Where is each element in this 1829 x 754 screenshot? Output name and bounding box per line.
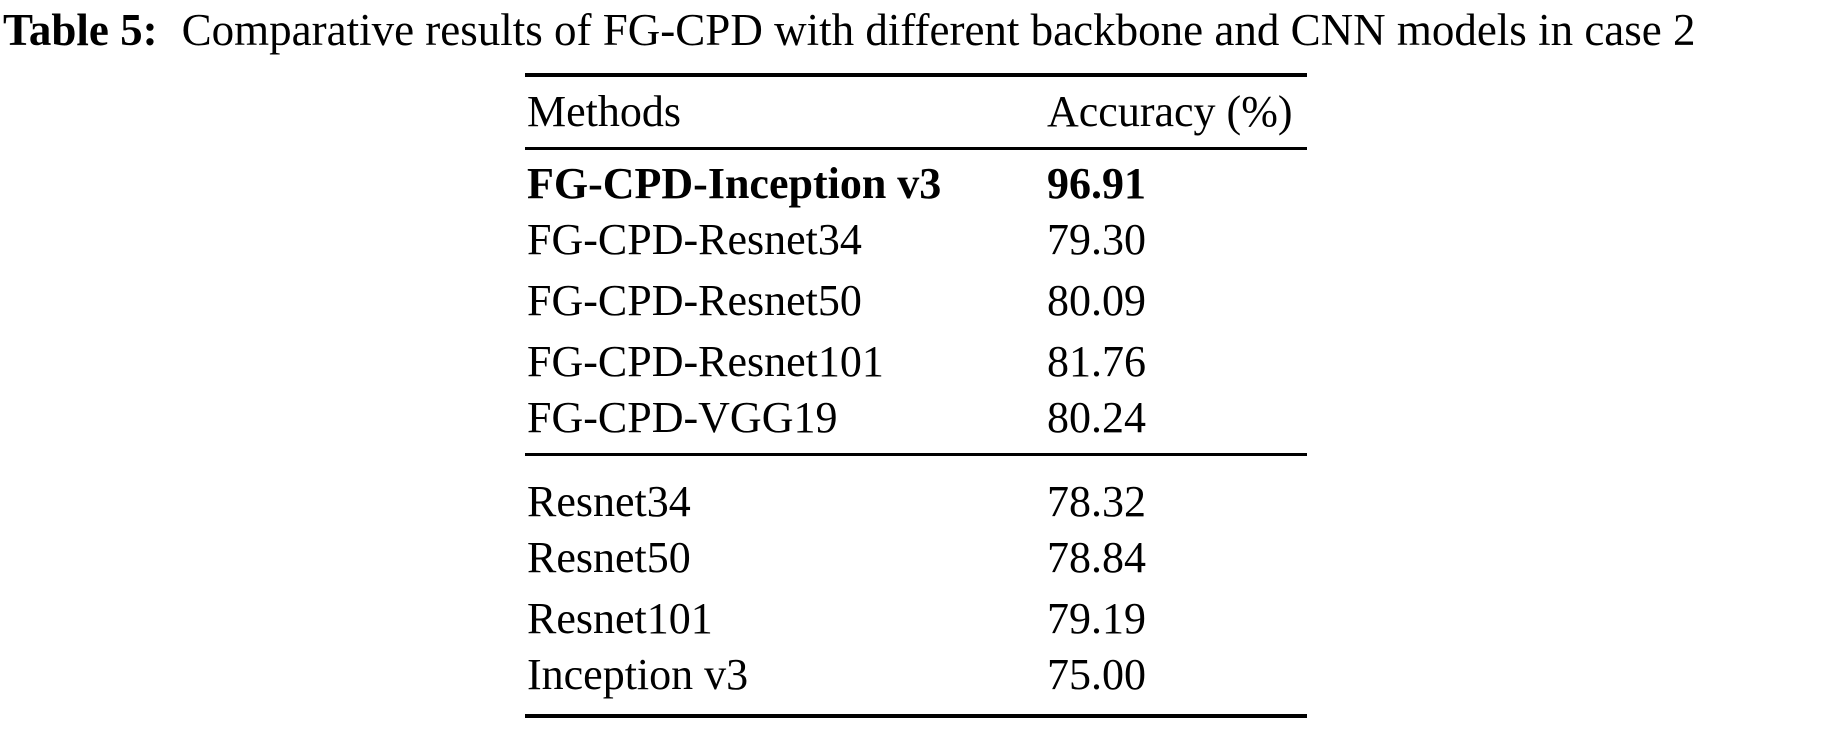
table-row: Inception v3 75.00 xyxy=(525,649,1307,716)
table-caption: Table 5: Comparative results of FG-CPD wi… xyxy=(3,2,1829,58)
accuracy-cell: 78.84 xyxy=(1047,533,1146,582)
method-cell: FG-CPD-Resnet34 xyxy=(527,215,862,264)
table-row: Resnet34 78.32 xyxy=(525,455,1307,528)
method-cell: Resnet50 xyxy=(527,533,691,582)
accuracy-cell: 96.91 xyxy=(1047,158,1146,208)
method-cell: FG-CPD-VGG19 xyxy=(527,393,838,442)
method-cell: Resnet101 xyxy=(527,594,713,643)
method-cell: FG-CPD-Resnet101 xyxy=(527,337,884,386)
accuracy-cell: 78.32 xyxy=(1047,477,1146,526)
table-row: FG-CPD-Inception v3 96.91 xyxy=(525,148,1307,209)
accuracy-cell: 79.19 xyxy=(1047,594,1146,643)
table-row: Resnet101 79.19 xyxy=(525,588,1307,649)
table-row: Resnet50 78.84 xyxy=(525,527,1307,588)
accuracy-cell: 79.30 xyxy=(1047,215,1146,264)
accuracy-cell: 80.09 xyxy=(1047,276,1146,325)
accuracy-cell: 80.24 xyxy=(1047,393,1146,442)
column-header-methods: Methods xyxy=(527,87,681,137)
results-table-header: Methods Accuracy (%) xyxy=(525,75,1307,148)
table-caption-text: Comparative results of FG-CPD with diffe… xyxy=(181,5,1696,55)
header-row: Methods Accuracy (%) xyxy=(525,75,1307,148)
method-cell: FG-CPD-Resnet50 xyxy=(527,276,862,325)
table-group-fgcpd: FG-CPD-Inception v3 96.91 FG-CPD-Resnet3… xyxy=(525,148,1307,455)
table-group-cnn: Resnet34 78.32 Resnet50 78.84 Resnet101 … xyxy=(525,455,1307,717)
results-table: Methods Accuracy (%) FG-CPD-Inception v3… xyxy=(525,73,1307,718)
table-row: FG-CPD-Resnet50 80.09 xyxy=(525,270,1307,331)
table-caption-label: Table 5: xyxy=(3,5,158,55)
accuracy-cell: 75.00 xyxy=(1047,650,1146,699)
accuracy-cell: 81.76 xyxy=(1047,337,1146,386)
method-cell: FG-CPD-Inception v3 xyxy=(527,158,942,208)
table-row: FG-CPD-Resnet101 81.76 xyxy=(525,331,1307,392)
method-cell: Inception v3 xyxy=(527,650,749,699)
method-cell: Resnet34 xyxy=(527,477,691,526)
table-row: FG-CPD-VGG19 80.24 xyxy=(525,392,1307,455)
table-row: FG-CPD-Resnet34 79.30 xyxy=(525,209,1307,270)
column-header-accuracy: Accuracy (%) xyxy=(1047,87,1293,137)
